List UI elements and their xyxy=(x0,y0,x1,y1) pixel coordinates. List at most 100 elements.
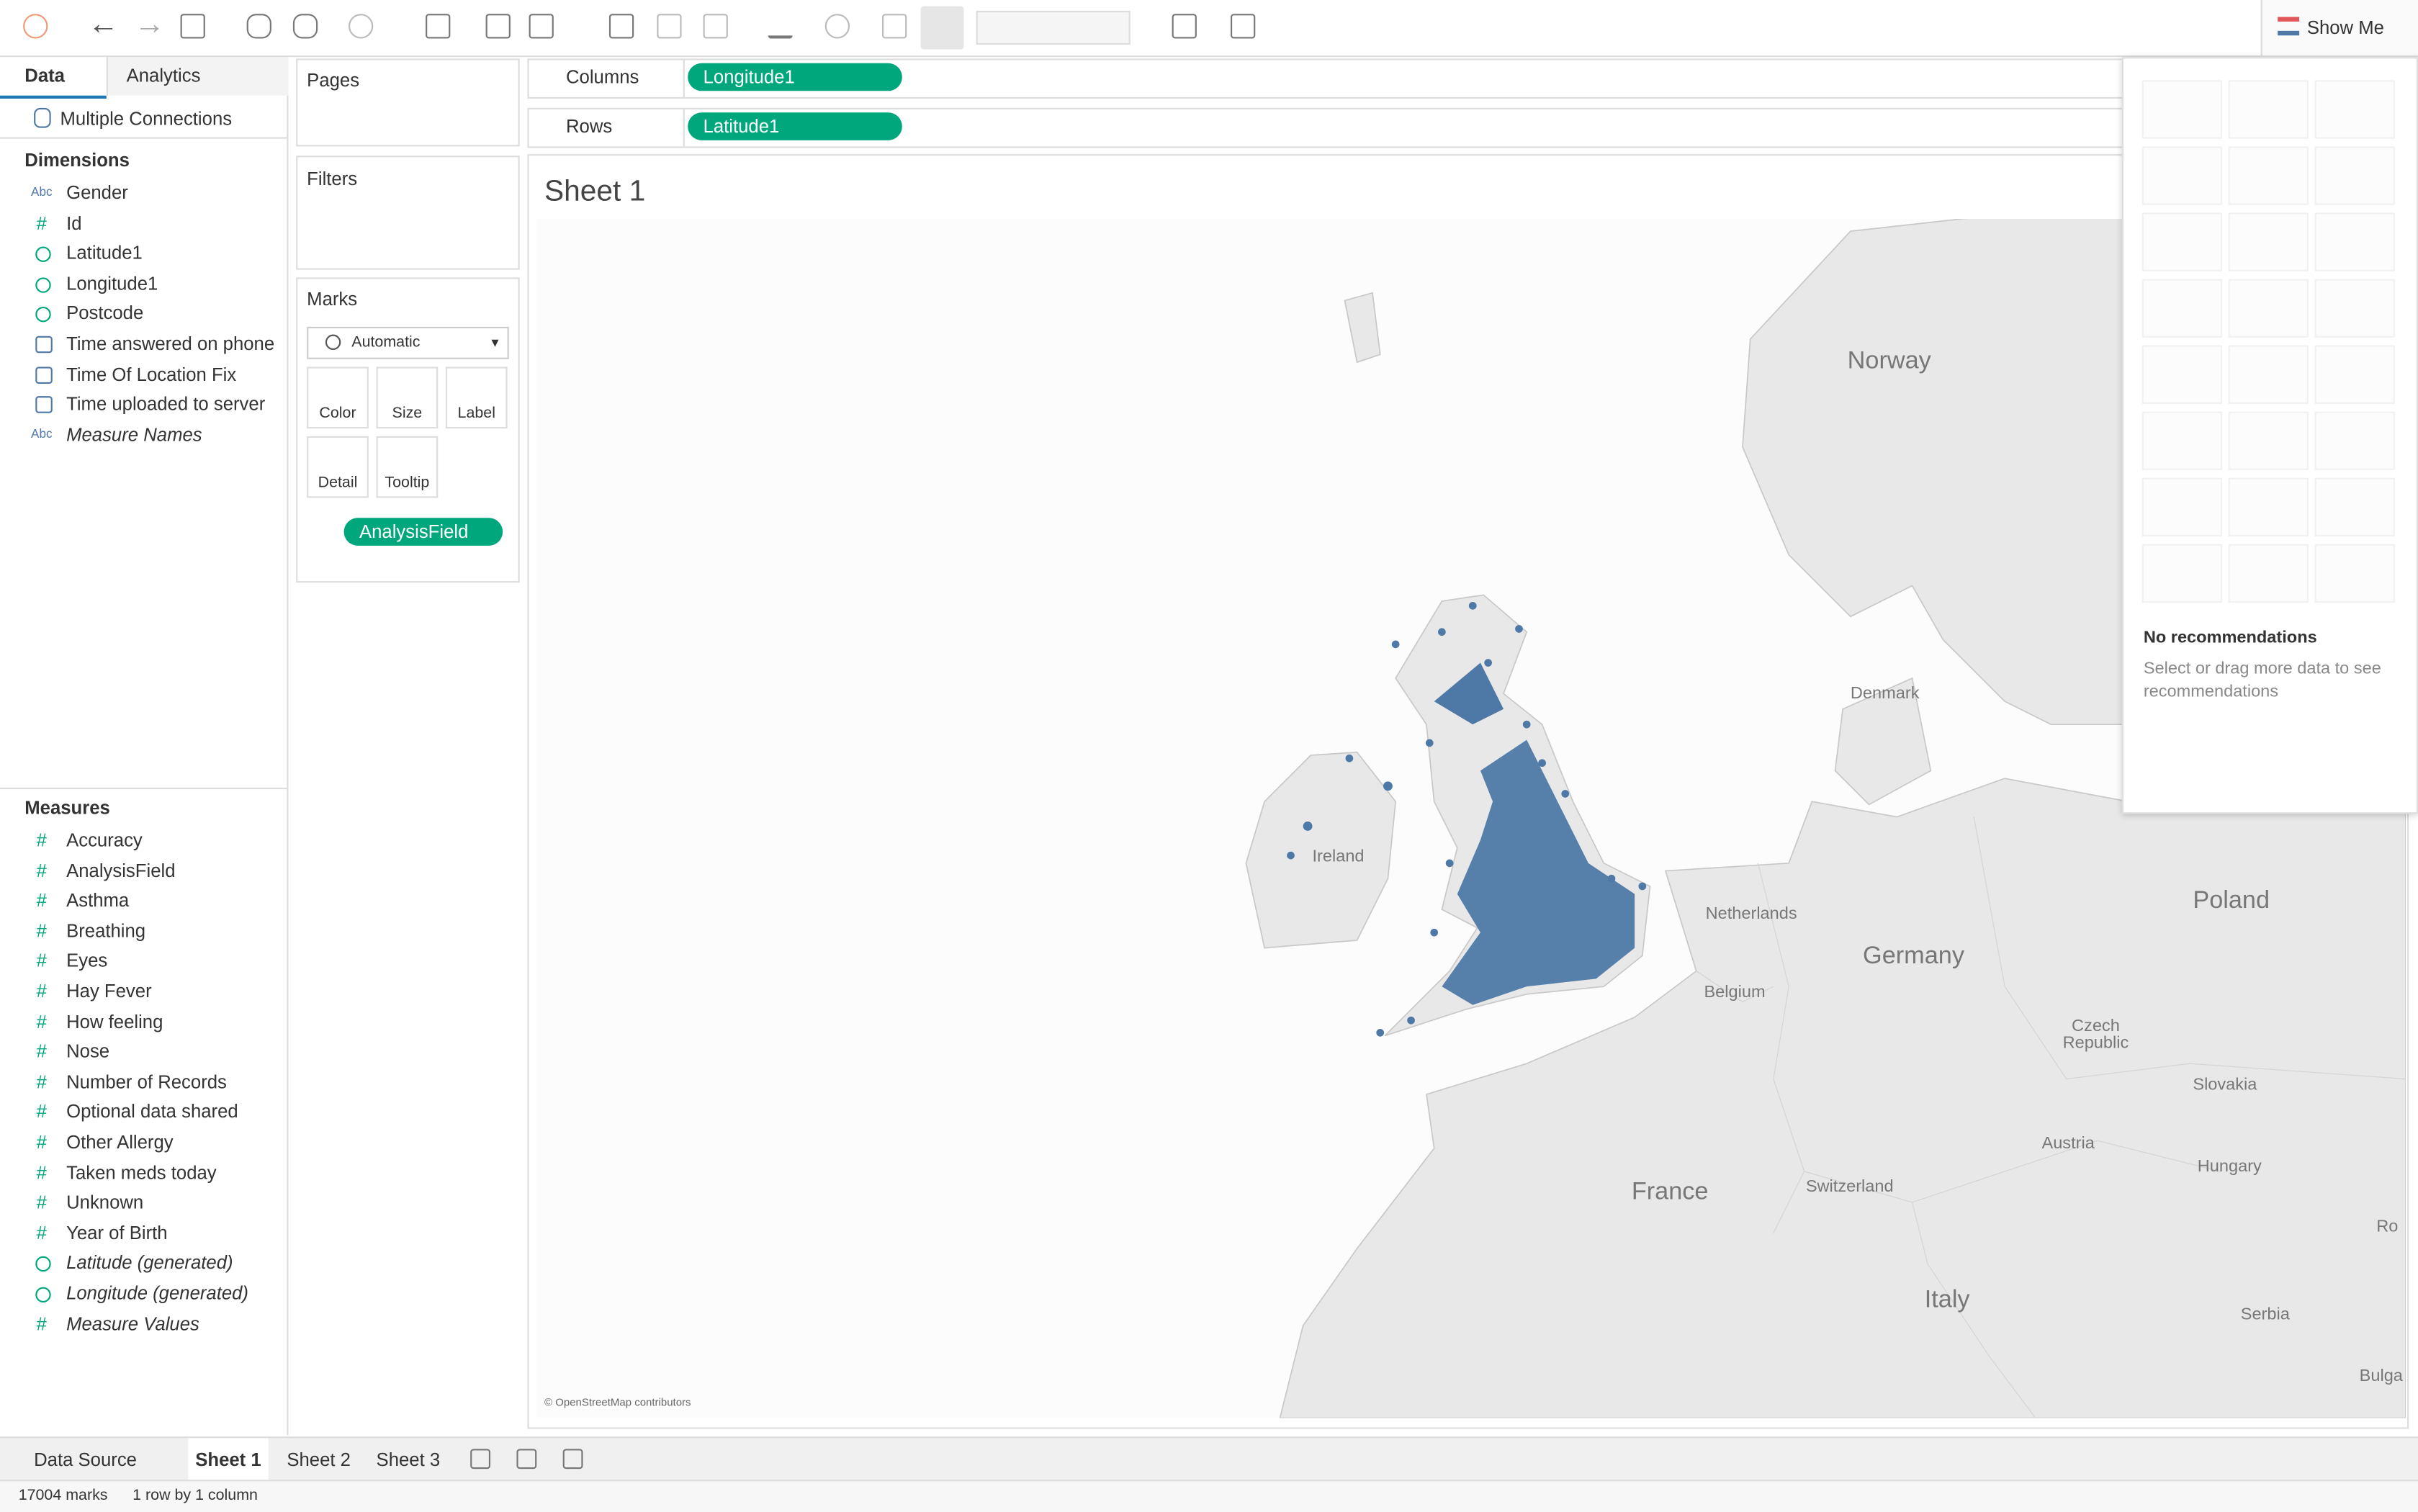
filters-card: Filters xyxy=(296,156,520,270)
field-icon: # xyxy=(36,829,47,851)
field-icon: # xyxy=(36,950,47,972)
show-cards[interactable] xyxy=(1172,14,1197,39)
card-title: Marks xyxy=(307,288,358,310)
field-name: Longitude1 xyxy=(66,272,158,294)
map-label: Germany xyxy=(1863,943,1964,970)
chart-thumbnail[interactable] xyxy=(2228,411,2309,470)
chart-thumbnail[interactable] xyxy=(2141,212,2223,271)
field-name: Id xyxy=(66,212,82,234)
map-label: Belgium xyxy=(1704,983,1766,1002)
field-name: Unknown xyxy=(66,1192,144,1214)
chart-thumbnail[interactable] xyxy=(2314,411,2395,470)
field-icon: # xyxy=(36,1040,47,1063)
shelf-label: Rows xyxy=(565,115,613,138)
field-icon: # xyxy=(36,1131,47,1153)
size-button[interactable]: Size xyxy=(376,366,439,429)
chart-thumbnail[interactable] xyxy=(2141,477,2223,536)
data-tab[interactable]: Data xyxy=(0,57,107,99)
new-dashboard[interactable] xyxy=(516,1449,537,1470)
tab[interactable]: Sheet 1 xyxy=(188,1438,269,1482)
map-label: Slovakia xyxy=(2193,1076,2257,1094)
connection-name: Multiple Connections xyxy=(60,107,233,130)
show-me-text: Select or drag more data to see recommen… xyxy=(2143,660,2381,702)
duplicate-sheet[interactable] xyxy=(485,14,511,39)
detail-button[interactable]: Detail xyxy=(307,436,369,498)
field-icon xyxy=(35,336,53,354)
chart-thumbnail[interactable] xyxy=(2314,345,2395,404)
sheet-tabs: Data Source Sheet 1 Sheet 2 Sheet 3 xyxy=(0,1436,2418,1482)
swap[interactable] xyxy=(608,14,634,39)
chart-thumbnail[interactable] xyxy=(2228,345,2309,404)
back[interactable]: ← xyxy=(88,7,119,42)
tab[interactable]: Data Source xyxy=(34,1449,137,1471)
chart-thumbnail[interactable] xyxy=(2228,477,2309,536)
chart-thumbnail[interactable] xyxy=(2314,279,2395,338)
map-label: Netherlands xyxy=(1705,904,1797,924)
new-data-source[interactable] xyxy=(246,14,271,39)
chart-thumbnail[interactable] xyxy=(2141,345,2223,404)
field-icon: # xyxy=(36,1313,47,1335)
field-icon: # xyxy=(36,212,47,234)
label-button[interactable]: Label xyxy=(445,366,508,429)
chart-thumbnail[interactable] xyxy=(2228,544,2309,603)
chart-thumbnail[interactable] xyxy=(2141,146,2223,205)
clear-sheet[interactable] xyxy=(529,14,554,39)
field-name: Postcode xyxy=(66,302,144,325)
field-name: How feeling xyxy=(66,1010,163,1032)
rows-pill[interactable]: Latitude1 xyxy=(688,112,902,140)
map-label: Hungary xyxy=(2197,1157,2262,1176)
button-label: Size xyxy=(392,405,423,423)
chart-thumbnail[interactable] xyxy=(2314,146,2395,205)
chart-thumbnail[interactable] xyxy=(2228,146,2309,205)
chart-thumbnail[interactable] xyxy=(2141,544,2223,603)
save[interactable] xyxy=(180,14,205,39)
tooltip-button[interactable]: Tooltip xyxy=(376,436,439,498)
map-label: Denmark xyxy=(1850,684,1920,703)
attribution: © OpenStreetMap contributors xyxy=(544,1398,691,1409)
map-label: Switzerland xyxy=(1805,1177,1894,1197)
chart-thumbnail[interactable] xyxy=(2314,477,2395,536)
field-name: Measure Values xyxy=(66,1313,199,1335)
mark-type-dropdown[interactable]: Automatic ▼ xyxy=(307,326,509,359)
columns-pill[interactable]: Longitude1 xyxy=(688,63,902,91)
fit-dropdown[interactable] xyxy=(976,10,1131,45)
pause-updates[interactable] xyxy=(292,14,318,39)
forward[interactable]: → xyxy=(134,7,166,42)
data-points xyxy=(1287,601,1647,1037)
field-name: AnalysisField xyxy=(66,859,176,881)
chart-thumbnail[interactable] xyxy=(2141,411,2223,470)
tab[interactable]: Sheet 3 xyxy=(376,1449,441,1471)
new-story[interactable] xyxy=(562,1449,583,1470)
chart-thumbnail[interactable] xyxy=(2314,80,2395,139)
tab[interactable]: Sheet 2 xyxy=(287,1449,351,1471)
field-icon: # xyxy=(36,980,47,1002)
map-label: Bulga xyxy=(2359,1367,2403,1386)
field-icon: Abc xyxy=(31,426,53,441)
analytics-tab[interactable]: Analytics xyxy=(106,57,289,96)
chart-thumbnail[interactable] xyxy=(2228,212,2309,271)
field-name: Latitude1 xyxy=(66,242,143,264)
sort-asc[interactable] xyxy=(657,14,682,39)
new-worksheet[interactable] xyxy=(470,1449,491,1470)
color-button[interactable]: Color xyxy=(307,366,369,429)
chart-thumbnail[interactable] xyxy=(2314,544,2395,603)
labels[interactable] xyxy=(881,14,907,39)
new-sheet[interactable] xyxy=(426,14,451,39)
group[interactable] xyxy=(824,14,850,39)
fix-axes[interactable] xyxy=(920,6,964,50)
field-icon: # xyxy=(36,919,47,942)
logo[interactable] xyxy=(23,14,48,39)
chart-thumbnail[interactable] xyxy=(2228,279,2309,338)
button-label: Color xyxy=(319,405,356,423)
refresh[interactable] xyxy=(349,14,374,39)
marks-pill[interactable]: AnalysisField xyxy=(343,518,503,546)
presentation[interactable] xyxy=(1230,14,1256,39)
chart-thumbnail[interactable] xyxy=(2141,80,2223,139)
show-me-button[interactable]: Show Me xyxy=(2260,0,2418,56)
chart-thumbnail[interactable] xyxy=(2228,80,2309,139)
sort-desc[interactable] xyxy=(703,14,728,39)
chart-thumbnail[interactable] xyxy=(2314,212,2395,271)
highlight[interactable] xyxy=(768,14,793,39)
chart-thumbnail[interactable] xyxy=(2141,279,2223,338)
connection[interactable]: Multiple Connections xyxy=(0,97,287,139)
